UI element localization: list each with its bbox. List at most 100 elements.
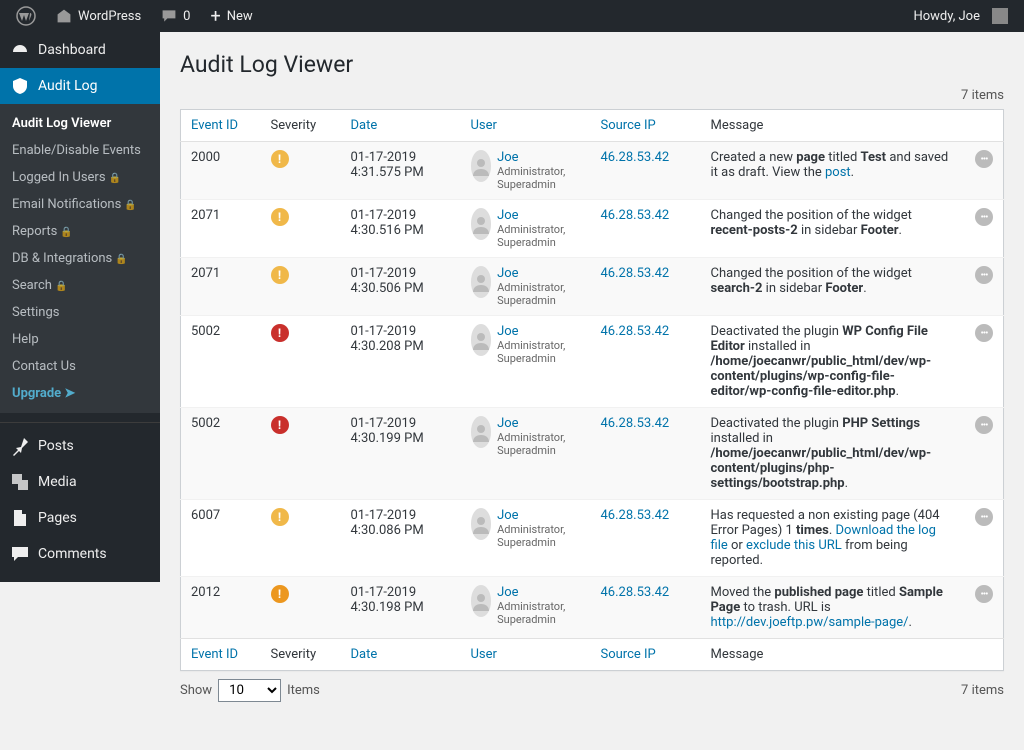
lock-icon: 🔒 <box>124 200 136 211</box>
col-user[interactable]: User <box>461 110 591 142</box>
date-cell: 01-17-20194:31.575 PM <box>341 142 461 200</box>
sidebar-sub-upgrade-[interactable]: Upgrade ➤ <box>0 380 160 407</box>
sidebar-sub-db-integrations[interactable]: DB & Integrations🔒 <box>0 245 160 272</box>
col-event[interactable]: Event ID <box>181 110 261 142</box>
sidebar-sub-email-notifications[interactable]: Email Notifications🔒 <box>0 191 160 218</box>
sidebar-sub-contact-us[interactable]: Contact Us <box>0 353 160 380</box>
ip-link[interactable]: 46.28.53.42 <box>601 266 670 281</box>
user-cell: JoeAdministrator, Superadmin <box>461 316 591 408</box>
pin-icon <box>10 436 30 456</box>
actions-cell: ••• <box>965 500 1004 577</box>
avatar <box>471 208 492 240</box>
col-message: Message <box>701 639 966 671</box>
actions-cell: ••• <box>965 258 1004 316</box>
sidebar-sub-help[interactable]: Help <box>0 326 160 353</box>
severity-icon: ! <box>271 266 289 284</box>
lock-icon: 🔒 <box>115 254 127 265</box>
user-link[interactable]: Joe <box>497 324 518 339</box>
ip-cell: 46.28.53.42 <box>591 142 701 200</box>
audit-log-table: Event IDSeverityDateUserSource IPMessage… <box>180 109 1004 671</box>
event-id: 2012 <box>181 577 261 639</box>
lock-icon: 🔒 <box>60 227 72 238</box>
severity-cell: ! <box>261 408 341 500</box>
items-per-page-select[interactable]: 10 <box>218 679 281 702</box>
sidebar-sub-audit-log-viewer[interactable]: Audit Log Viewer <box>0 110 160 137</box>
avatar <box>471 416 492 448</box>
more-button[interactable]: ••• <box>975 150 993 168</box>
ip-link[interactable]: 46.28.53.42 <box>601 508 670 523</box>
more-button[interactable]: ••• <box>975 266 993 284</box>
ip-link[interactable]: 46.28.53.42 <box>601 585 670 600</box>
my-account[interactable]: Howdy, Joe <box>905 0 1016 32</box>
sidebar-item-pages[interactable]: Pages <box>0 500 160 536</box>
more-button[interactable]: ••• <box>975 324 993 342</box>
severity-icon: ! <box>271 416 289 434</box>
log-row: 6007 ! 01-17-20194:30.086 PM JoeAdminist… <box>181 500 1004 577</box>
event-id: 5002 <box>181 316 261 408</box>
actions-cell: ••• <box>965 200 1004 258</box>
more-button[interactable]: ••• <box>975 585 993 603</box>
more-button[interactable]: ••• <box>975 208 993 226</box>
message-cell: Changed the position of the widget recen… <box>701 200 966 258</box>
col-ip[interactable]: Source IP <box>591 639 701 671</box>
wp-logo[interactable] <box>8 0 44 32</box>
user-link[interactable]: Joe <box>497 208 518 223</box>
date-cell: 01-17-20194:30.086 PM <box>341 500 461 577</box>
user-link[interactable]: Joe <box>497 150 518 165</box>
user-cell: JoeAdministrator, Superadmin <box>461 200 591 258</box>
sidebar-sub-settings[interactable]: Settings <box>0 299 160 326</box>
ip-cell: 46.28.53.42 <box>591 316 701 408</box>
more-button[interactable]: ••• <box>975 416 993 434</box>
col-event[interactable]: Event ID <box>181 639 261 671</box>
sidebar-sub-logged-in-users[interactable]: Logged In Users🔒 <box>0 164 160 191</box>
actions-cell: ••• <box>965 142 1004 200</box>
user-link[interactable]: Joe <box>497 508 518 523</box>
site-name[interactable]: WordPress <box>48 0 149 32</box>
admin-sidebar: DashboardAudit Log Audit Log ViewerEnable… <box>0 32 160 582</box>
ip-cell: 46.28.53.42 <box>591 577 701 639</box>
message-cell: Changed the position of the widget searc… <box>701 258 966 316</box>
severity-icon: ! <box>271 324 289 342</box>
actions-cell: ••• <box>965 316 1004 408</box>
col-date[interactable]: Date <box>341 110 461 142</box>
ip-link[interactable]: 46.28.53.42 <box>601 150 670 165</box>
tablenav-top: 7 items <box>180 82 1004 109</box>
col-user[interactable]: User <box>461 639 591 671</box>
user-link[interactable]: Joe <box>497 416 518 431</box>
sidebar-item-dashboard[interactable]: Dashboard <box>0 32 160 68</box>
col-date[interactable]: Date <box>341 639 461 671</box>
media-icon <box>10 472 30 492</box>
sidebar-item-audit-log[interactable]: Audit Log <box>0 68 160 104</box>
sidebar-sub-enable-disable-events[interactable]: Enable/Disable Events <box>0 137 160 164</box>
sidebar-sub-reports[interactable]: Reports🔒 <box>0 218 160 245</box>
col-message: Message <box>701 110 966 142</box>
page-title: Audit Log Viewer <box>180 42 1004 82</box>
user-cell: JoeAdministrator, Superadmin <box>461 142 591 200</box>
ip-link[interactable]: 46.28.53.42 <box>601 208 670 223</box>
severity-icon: ! <box>271 585 289 603</box>
ip-cell: 46.28.53.42 <box>591 408 701 500</box>
date-cell: 01-17-20194:30.199 PM <box>341 408 461 500</box>
lock-icon: 🔒 <box>109 173 121 184</box>
admin-bar: WordPress 0 +New Howdy, Joe <box>0 0 1024 32</box>
sidebar-item-ws-form[interactable]: WSWS Form <box>0 572 160 582</box>
new-content[interactable]: +New <box>202 0 260 32</box>
sidebar-sub-search[interactable]: Search🔒 <box>0 272 160 299</box>
user-link[interactable]: Joe <box>497 266 518 281</box>
col-ip[interactable]: Source IP <box>591 110 701 142</box>
comments-count[interactable]: 0 <box>153 0 198 32</box>
avatar <box>471 508 492 540</box>
more-button[interactable]: ••• <box>975 508 993 526</box>
comment-icon <box>10 544 30 564</box>
sidebar-item-media[interactable]: Media <box>0 464 160 500</box>
avatar <box>471 324 492 356</box>
log-row: 2012 ! 01-17-20194:30.198 PM JoeAdminist… <box>181 577 1004 639</box>
severity-cell: ! <box>261 200 341 258</box>
user-link[interactable]: Joe <box>497 585 518 600</box>
actions-cell: ••• <box>965 408 1004 500</box>
sidebar-item-comments[interactable]: Comments <box>0 536 160 572</box>
sidebar-item-posts[interactable]: Posts <box>0 428 160 464</box>
ip-link[interactable]: 46.28.53.42 <box>601 324 670 339</box>
ip-link[interactable]: 46.28.53.42 <box>601 416 670 431</box>
severity-cell: ! <box>261 316 341 408</box>
